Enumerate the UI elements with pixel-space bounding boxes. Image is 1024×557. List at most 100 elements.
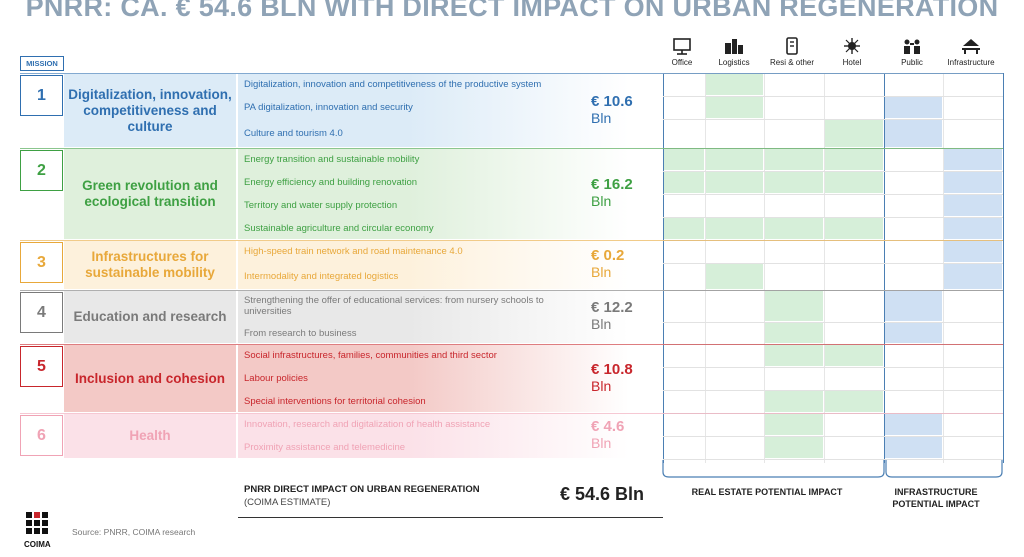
grid-row-line	[663, 217, 1003, 218]
mission-divider	[20, 148, 1003, 149]
impact-cell	[765, 437, 823, 458]
column-header-logistics: Logistics	[706, 37, 762, 67]
mission-divider	[20, 290, 1003, 291]
coima-logo-icon	[26, 512, 48, 534]
impact-cell	[765, 391, 823, 412]
column-label: Hotel	[842, 58, 862, 67]
sub-measure: Special interventions for territorial co…	[244, 396, 426, 407]
mission-number: 1	[20, 75, 63, 116]
grid-row-line	[663, 367, 1003, 368]
grid-row-line	[663, 171, 1003, 172]
public-icon	[904, 39, 920, 54]
amount-value: € 10.6	[591, 92, 633, 110]
real-estate-label: REAL ESTATE POTENTIAL IMPACT	[691, 487, 843, 497]
impact-cell	[765, 323, 823, 343]
sub-measure: Proximity assistance and telemedicine	[244, 442, 406, 453]
impact-cell	[765, 345, 823, 366]
hotel-icon	[844, 38, 860, 54]
amount-unit: Bln	[591, 377, 612, 394]
total-sublabel: (COIMA ESTIMATE)	[244, 497, 331, 508]
impact-cell	[944, 218, 1002, 239]
sub-measure: Intermodality and integrated logistics	[244, 271, 399, 282]
mission-label: Green revolution and ecological transiti…	[64, 149, 236, 239]
amount-unit: Bln	[591, 435, 612, 451]
sub-measure: From research to business	[244, 327, 357, 339]
sub-measure: Strengthening the offer of educational s…	[244, 295, 544, 317]
mission-number: 4	[20, 292, 63, 333]
sub-measure: PA digitalization, innovation and securi…	[244, 102, 413, 113]
impact-cell	[825, 345, 883, 366]
column-label: Public	[901, 58, 923, 67]
impact-cell	[765, 149, 823, 170]
sub-measure: Energy transition and sustainable mobili…	[244, 154, 420, 165]
mission-label: Education and research	[64, 291, 236, 343]
impact-cell	[825, 391, 883, 412]
column-label: Office	[671, 58, 693, 67]
mission-band	[238, 241, 663, 289]
mission-number: 5	[20, 346, 63, 387]
column-header-infrastructure: Infrastructure	[943, 37, 999, 67]
grid-row-line	[663, 194, 1003, 195]
impact-cell	[944, 264, 1002, 289]
amount-value: € 0.2	[591, 247, 625, 264]
impact-cell	[706, 264, 763, 289]
total-underline	[238, 517, 663, 518]
grid-divider	[705, 73, 706, 463]
column-header-public: Public	[884, 37, 940, 67]
mission-divider	[20, 73, 1003, 74]
mission-band	[238, 414, 663, 458]
residential-icon	[786, 37, 798, 55]
sub-measure: High-speed train network and road mainte…	[244, 246, 463, 257]
mission-amount: € 12.2 Bln	[591, 299, 661, 333]
mission-divider	[20, 413, 1003, 414]
grid-divider	[943, 73, 944, 463]
mission-band	[238, 149, 663, 239]
impact-cell	[825, 149, 883, 170]
impact-cell	[706, 97, 763, 118]
impact-cell	[885, 120, 942, 147]
mission-amount: € 10.8 Bln	[591, 360, 661, 394]
impact-cell	[664, 218, 704, 239]
grid-divider	[884, 73, 885, 463]
office-icon	[673, 38, 691, 55]
mission-divider	[20, 344, 1003, 345]
mission-tag: MISSION	[20, 56, 64, 71]
grid-row-line	[663, 322, 1003, 323]
mission-number: 6	[20, 415, 63, 456]
grid-divider	[663, 73, 664, 463]
column-header-office: Office	[654, 37, 710, 67]
mission-band	[238, 291, 663, 343]
impact-cell	[885, 323, 942, 343]
grid-row-line	[663, 436, 1003, 437]
impact-cell	[885, 414, 942, 435]
column-label: Logistics	[718, 58, 750, 67]
amount-value: € 12.2	[591, 299, 633, 316]
amount-value: € 10.8	[591, 360, 633, 378]
impact-cell	[706, 74, 763, 95]
impact-cell	[944, 149, 1002, 170]
grid-divider	[1003, 73, 1004, 463]
impact-brackets	[662, 460, 1003, 478]
amount-value: € 4.6	[591, 418, 625, 435]
sub-measure: Energy efficiency and building renovatio…	[244, 177, 418, 188]
sub-measure: Innovation, research and digitalization …	[244, 419, 491, 430]
mission-amount: € 10.6 Bln	[591, 92, 661, 126]
column-label: Resi & other	[769, 58, 815, 67]
amount-unit: Bln	[591, 264, 612, 280]
impact-cell	[825, 120, 883, 147]
grid-row-line	[663, 263, 1003, 264]
sub-measure: Digitalization, innovation and competiti…	[244, 79, 542, 90]
impact-cell	[825, 218, 883, 239]
impact-cell	[885, 291, 942, 321]
impact-cell	[885, 437, 942, 458]
coima-logo: COIMA	[24, 512, 51, 549]
grid-divider	[764, 73, 765, 463]
impact-cell	[706, 149, 763, 170]
mission-label: Infrastructures for sustainable mobility	[64, 241, 236, 289]
mission-label: Inclusion and cohesion	[64, 345, 236, 412]
sub-measure: Labour policies	[244, 373, 308, 384]
amount-value: € 16.2	[591, 176, 633, 193]
impact-cell	[825, 172, 883, 193]
mission-number: 2	[20, 150, 63, 191]
impact-cell	[944, 172, 1002, 193]
